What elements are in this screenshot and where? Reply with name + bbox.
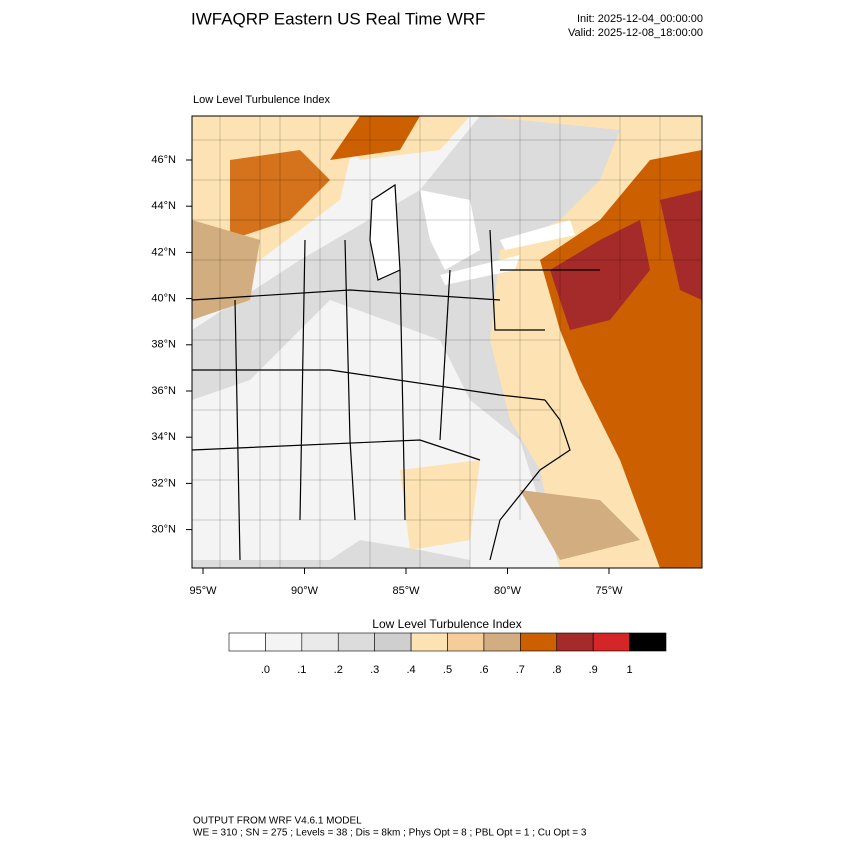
lon-label: 75°W	[595, 585, 623, 597]
lon-label: 95°W	[189, 585, 217, 597]
lat-label: 44°N	[151, 200, 176, 212]
colorbar-box	[374, 632, 412, 652]
lon-label: 90°W	[291, 585, 319, 597]
colorbar-box	[337, 632, 375, 652]
colorbar-box	[410, 632, 448, 652]
valid-time: Valid: 2025-12-08_18:00:00	[568, 27, 703, 39]
colorbar-box	[520, 632, 558, 652]
lat-label: 40°N	[151, 293, 176, 305]
colorbar-box	[483, 632, 521, 652]
map-field	[192, 116, 702, 568]
footer-line: OUTPUT FROM WRF V4.6.1 MODEL	[193, 816, 362, 827]
lat-label: 38°N	[151, 339, 176, 351]
colorbar-label: .2	[334, 664, 343, 676]
init-time: Init: 2025-12-04_00:00:00	[577, 13, 703, 25]
lat-label: 30°N	[151, 524, 176, 536]
lon-label: 85°W	[392, 585, 420, 597]
colorbar-label: .8	[552, 664, 561, 676]
colorbar-box	[592, 632, 630, 652]
colorbar-box	[447, 632, 485, 652]
footer-line: WE = 310 ; SN = 275 ; Levels = 38 ; Dis …	[193, 828, 587, 839]
colorbar-box	[301, 632, 339, 652]
colorbar-label: .6	[479, 664, 488, 676]
lat-label: 32°N	[151, 477, 176, 489]
colorbar-label: 1	[627, 664, 633, 676]
map-label: Low Level Turbulence Index	[193, 94, 330, 106]
lon-label: 80°W	[494, 585, 522, 597]
lat-label: 36°N	[151, 385, 176, 397]
lat-label: 42°N	[151, 246, 176, 258]
title: IWFAQRP Eastern US Real Time WRF	[191, 9, 485, 28]
colorbar-label: .3	[370, 664, 379, 676]
colorbar-label: .9	[589, 664, 598, 676]
colorbar-label: .0	[261, 664, 270, 676]
colorbar-label: .7	[516, 664, 525, 676]
colorbar-title: Low Level Turbulence Index	[372, 617, 521, 631]
colorbar-label: .1	[297, 664, 306, 676]
lat-label: 34°N	[151, 431, 176, 443]
map-frame	[191, 115, 703, 569]
colorbar-label: .5	[443, 664, 452, 676]
colorbar-box	[556, 632, 594, 652]
colorbar-label: .4	[406, 664, 415, 676]
colorbar-box	[629, 632, 667, 652]
colorbar-box	[228, 632, 266, 652]
lat-label: 46°N	[151, 154, 176, 166]
colorbar-box	[265, 632, 303, 652]
